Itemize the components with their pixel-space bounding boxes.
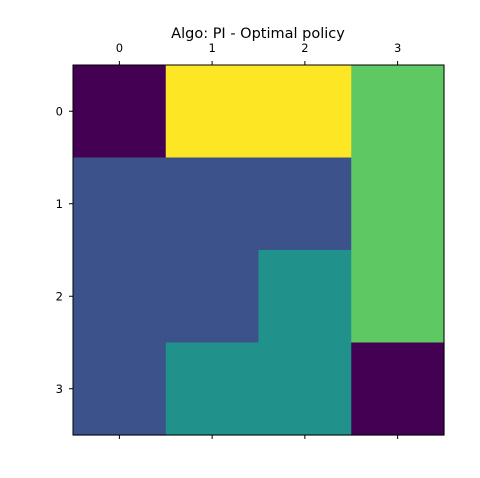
heatmap-cell-r0-c3 — [351, 65, 445, 159]
y-tick-label-2: 2 — [56, 289, 63, 303]
heatmap-cell-r2-c1 — [165, 250, 260, 344]
heatmap-cell-r3-c1 — [165, 342, 260, 436]
heatmap-cell-r1-c3 — [351, 157, 445, 251]
heatmap-cell-r3-c3 — [351, 342, 445, 436]
heatmap-cell-r0-c1 — [165, 65, 260, 159]
y-tick-label-3: 3 — [56, 382, 63, 396]
y-tick-label-0: 0 — [56, 104, 63, 118]
heatmap-cell-r1-c2 — [258, 157, 352, 251]
heatmap-cell-r2-c0 — [73, 250, 167, 344]
x-tick-label-0: 0 — [116, 41, 123, 55]
heatmap-cell-r0-c0 — [73, 65, 167, 159]
heatmap-cell-r1-c1 — [165, 157, 260, 251]
heatmap-cell-r3-c0 — [73, 342, 167, 436]
heatmap-cell-r2-c2 — [258, 250, 352, 344]
x-tick-label-3: 3 — [394, 41, 401, 55]
heatmap-cell-r2-c3 — [351, 250, 445, 344]
x-tick-label-1: 1 — [208, 41, 215, 55]
heatmap-cell-r0-c2 — [258, 65, 352, 159]
chart-title: Algo: PI - Optimal policy — [171, 26, 345, 42]
y-tick-label-1: 1 — [56, 197, 63, 211]
heatmap-cells — [73, 65, 445, 436]
plot-frame — [72, 64, 445, 436]
heatmap-cell-r1-c0 — [73, 157, 167, 251]
x-tick-label-2: 2 — [301, 41, 308, 55]
heatmap-cell-r3-c2 — [258, 342, 352, 436]
axis-ticks: 0 1 2 3 0 1 2 3 — [56, 41, 401, 439]
